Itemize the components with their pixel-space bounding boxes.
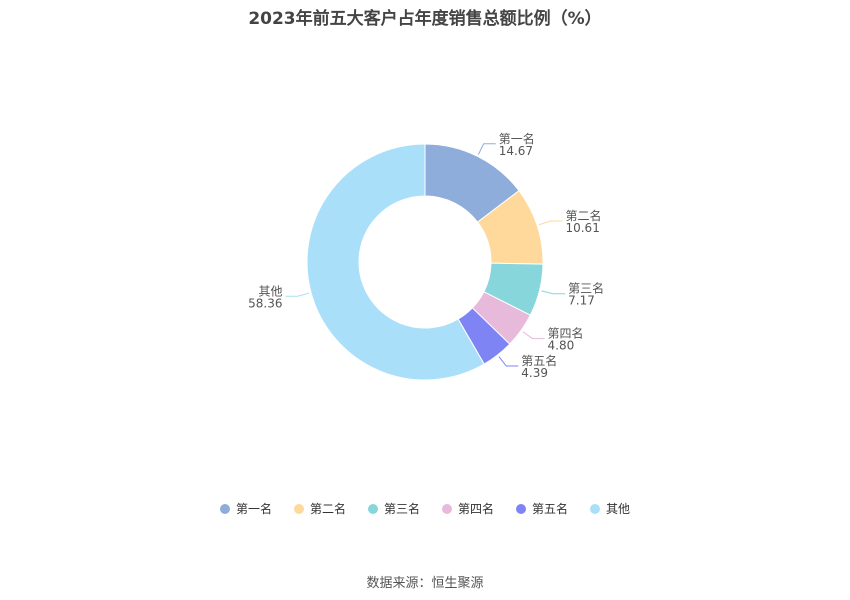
legend-label: 第五名: [532, 502, 569, 516]
slice-label-value-3: 7.17: [568, 294, 595, 308]
slice-label-name-1: 第一名: [499, 131, 535, 146]
slice-label-value-4: 4.80: [548, 339, 575, 353]
legend-label: 第四名: [458, 502, 495, 516]
leader-line-6: [285, 292, 310, 297]
label-leader-lines: [285, 143, 566, 367]
leader-line-3: [541, 290, 566, 295]
slice-label-name-6: 其他: [259, 284, 283, 298]
slice-label-value-6: 58.36: [248, 296, 282, 310]
legend-label: 第三名: [383, 502, 420, 516]
leader-line-5: [498, 356, 519, 367]
slice-label-name-4: 第四名: [548, 326, 584, 341]
slice-6: [306, 143, 485, 381]
legend-item-5[interactable]: 第五名: [516, 500, 568, 517]
chart-title: 2023年前五大客户占年度销售总额比例（%）: [248, 9, 602, 29]
legend-label: 其他: [606, 502, 631, 516]
legend-marker-icon: [293, 503, 304, 514]
slice-label-value-2: 10.61: [565, 221, 599, 235]
legend-label: 第一名: [235, 502, 272, 516]
legend-item-4[interactable]: 第四名: [442, 500, 494, 517]
slice-label-value-1: 14.67: [499, 144, 533, 158]
slice-label-name-5: 第五名: [521, 353, 557, 368]
slice-label-value-5: 4.39: [521, 366, 548, 380]
donut-slices: [306, 143, 544, 381]
chart-legend: 第一名 第二名 第三名 第四名 第五名 其他: [0, 500, 850, 517]
legend-item-3[interactable]: 第三名: [367, 500, 420, 517]
legend-marker-icon: [367, 503, 378, 514]
legend-marker-icon: [590, 503, 601, 514]
leader-line-2: [538, 220, 563, 226]
legend-item-1[interactable]: 第一名: [219, 500, 272, 517]
leader-line-1: [477, 143, 496, 155]
data-source-note: 数据来源：恒生聚源: [366, 576, 484, 591]
legend-label: 第二名: [309, 502, 346, 516]
legend-marker-icon: [442, 503, 452, 514]
legend-marker-icon: [516, 503, 527, 514]
leader-line-4: [522, 331, 545, 340]
legend-item-6[interactable]: 其他: [590, 500, 630, 517]
legend-marker-icon: [219, 503, 230, 514]
slice-label-name-3: 第三名: [568, 281, 604, 296]
legend-item-2[interactable]: 第二名: [293, 500, 346, 517]
slice-label-name-2: 第二名: [565, 208, 601, 223]
